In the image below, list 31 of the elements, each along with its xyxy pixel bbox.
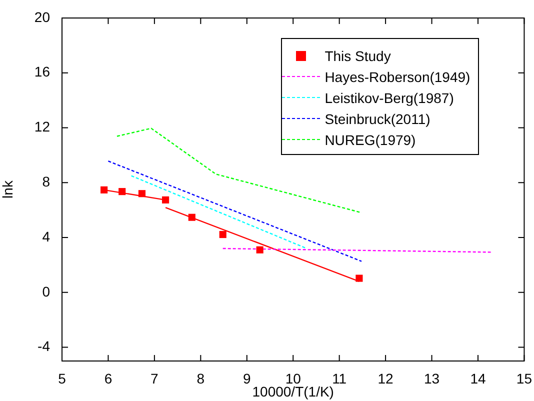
x-tick-label: 13 — [424, 370, 440, 386]
point — [100, 186, 108, 194]
legend-label: Hayes-Roberson(1949) — [324, 68, 470, 84]
point — [219, 230, 226, 238]
y-tick-label: 20 — [34, 8, 50, 25]
x-tick-label: 15 — [516, 370, 532, 386]
point — [356, 274, 363, 282]
legend-label: NUREG(1979) — [324, 132, 416, 148]
point — [162, 196, 170, 204]
legend-label: Steinbruck(2011) — [324, 110, 430, 126]
point — [188, 214, 196, 221]
x-tick-label: 12 — [378, 370, 394, 386]
point — [118, 188, 126, 196]
y-tick-label: 12 — [34, 118, 50, 135]
x-tick-label: 6 — [104, 370, 112, 386]
x-tick-label: 11 — [332, 370, 347, 386]
y-axis-title: lnk — [0, 180, 16, 198]
y-tick-label: -4 — [38, 338, 50, 354]
x-tick-label: 14 — [470, 370, 486, 386]
x-tick-label: 5 — [58, 370, 66, 386]
legend-label: This Study — [324, 48, 391, 64]
point — [256, 246, 264, 254]
x-tick-label: 9 — [242, 370, 251, 386]
point — [138, 190, 146, 198]
x-tick-label: 7 — [150, 370, 159, 386]
y-tick-label: 16 — [34, 64, 50, 80]
y-tick-label: 4 — [42, 228, 50, 244]
x-tick-label: 8 — [196, 370, 205, 386]
y-tick-label: 0 — [42, 283, 50, 300]
y-tick-label: 8 — [42, 174, 50, 190]
legend-label: Leistikov-Berg(1987) — [324, 90, 454, 106]
